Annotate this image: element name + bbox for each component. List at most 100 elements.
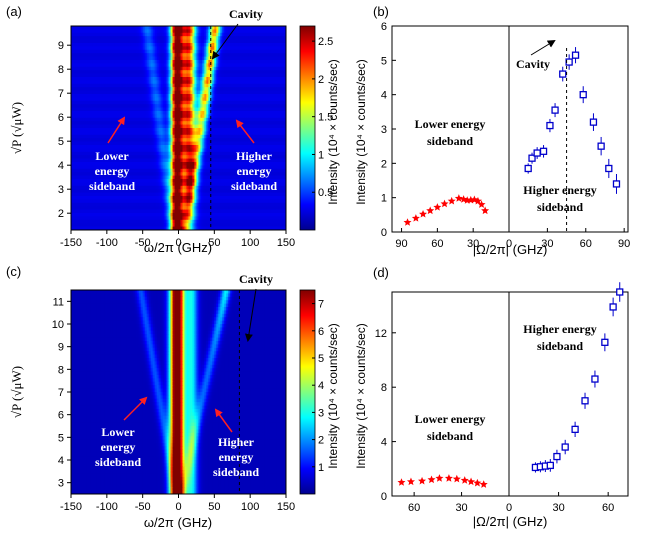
heatmap-cell xyxy=(266,141,269,146)
heatmap-cell xyxy=(280,168,283,173)
heatmap-cell xyxy=(284,107,286,112)
heatmap-cell xyxy=(74,138,78,143)
heatmap-cell xyxy=(78,107,82,112)
heatmap-cell xyxy=(208,77,211,81)
heatmap-cell xyxy=(80,83,84,88)
heatmap-cell xyxy=(71,128,74,132)
heatmap-cell xyxy=(246,172,249,177)
heatmap-cell xyxy=(152,70,156,75)
heatmap-cell xyxy=(74,134,78,139)
heatmap-cell xyxy=(268,39,271,44)
heatmap-cell xyxy=(232,131,235,136)
heatmap-cell xyxy=(118,70,122,75)
heatmap-cell xyxy=(160,141,164,146)
heatmap-cell xyxy=(104,39,108,44)
heatmap-cell xyxy=(230,66,233,71)
heatmap-cell xyxy=(106,104,110,109)
heatmap-cell xyxy=(154,151,158,156)
heatmap-cell xyxy=(242,80,245,85)
heatmap-cell xyxy=(250,32,253,37)
heatmap-cell xyxy=(196,162,200,166)
heatmap-cell xyxy=(256,155,259,160)
heatmap-cell xyxy=(234,158,237,163)
heatmap-cell xyxy=(92,145,96,149)
heatmap-cell xyxy=(248,141,251,146)
heatmap-cell xyxy=(138,168,142,173)
heatmap-cell xyxy=(88,141,92,146)
heatmap-cell xyxy=(158,49,162,54)
heatmap-cell xyxy=(182,26,186,30)
heatmap-cell xyxy=(102,124,106,129)
heatmap-cell xyxy=(276,80,279,85)
heatmap-cell xyxy=(120,53,124,58)
heatmap-cell xyxy=(148,117,152,122)
heatmap-cell xyxy=(94,138,98,143)
heatmap-cell xyxy=(154,145,158,149)
heatmap-cell xyxy=(210,46,213,51)
heatmap-cell xyxy=(264,107,267,112)
heatmap-cell xyxy=(142,39,146,44)
heatmap-cell xyxy=(150,162,154,166)
heatmap-cell xyxy=(160,63,164,68)
heatmap-cell xyxy=(170,138,174,143)
heatmap-cell xyxy=(242,90,245,95)
heatmap-cell xyxy=(214,87,217,92)
heatmap-cell xyxy=(84,124,88,129)
heatmap-cell xyxy=(76,60,80,64)
heatmap-cell xyxy=(212,32,215,37)
heatmap-cell xyxy=(180,32,184,37)
heatmap-cell xyxy=(106,32,110,37)
heatmap-cell xyxy=(240,97,243,102)
heatmap-cell xyxy=(110,104,114,109)
heatmap-cell xyxy=(178,145,182,149)
heatmap-cell xyxy=(210,100,213,105)
heatmap-cell xyxy=(172,107,176,112)
heatmap-cell xyxy=(182,141,186,146)
heatmap-cell xyxy=(274,90,277,95)
heatmap-cell xyxy=(72,165,76,170)
heatmap-cell xyxy=(74,158,78,163)
heatmap-cell xyxy=(182,63,186,68)
heatmap-cell xyxy=(140,179,144,183)
heatmap-cell xyxy=(114,60,118,64)
heatmap-cell xyxy=(218,94,221,98)
heatmap-cell xyxy=(150,179,154,183)
heatmap-cell xyxy=(76,145,80,149)
heatmap-cell xyxy=(174,32,178,37)
heatmap-cell xyxy=(244,60,247,64)
heatmap-cell xyxy=(116,128,120,132)
heatmap-cell xyxy=(190,94,194,98)
heatmap-cell xyxy=(254,56,257,61)
heatmap-cell xyxy=(246,39,249,44)
heatmap-cell xyxy=(184,131,188,136)
heatmap-cell xyxy=(164,80,168,85)
heatmap-cell xyxy=(252,94,255,98)
heatmap-cell xyxy=(258,145,261,149)
heatmap-cell xyxy=(270,158,273,163)
heatmap-cell xyxy=(176,145,180,149)
heatmap-cell xyxy=(272,141,275,146)
heatmap-cell xyxy=(98,56,102,61)
heatmap-cell xyxy=(262,56,265,61)
heatmap-cell xyxy=(170,165,174,170)
heatmap-cell xyxy=(194,131,198,136)
heatmap-cell xyxy=(92,80,96,85)
heatmap-cell xyxy=(270,107,273,112)
heatmap-cell xyxy=(220,29,223,34)
heatmap-cell xyxy=(158,124,162,129)
heatmap-cell xyxy=(132,73,136,78)
heatmap-cell xyxy=(198,158,201,163)
heatmap-cell xyxy=(194,175,198,180)
heatmap-cell xyxy=(74,100,78,105)
heatmap-cell xyxy=(180,117,184,122)
heatmap-cell xyxy=(144,39,148,44)
heatmap-cell xyxy=(124,117,128,122)
heatmap-cell xyxy=(238,114,241,119)
heatmap-cell xyxy=(220,49,223,54)
heatmap-cell xyxy=(230,179,233,183)
heatmap-cell xyxy=(78,134,82,139)
heatmap-cell xyxy=(104,117,108,122)
heatmap-cell xyxy=(114,77,118,81)
heatmap-cell xyxy=(198,162,201,166)
heatmap-cell xyxy=(180,77,184,81)
